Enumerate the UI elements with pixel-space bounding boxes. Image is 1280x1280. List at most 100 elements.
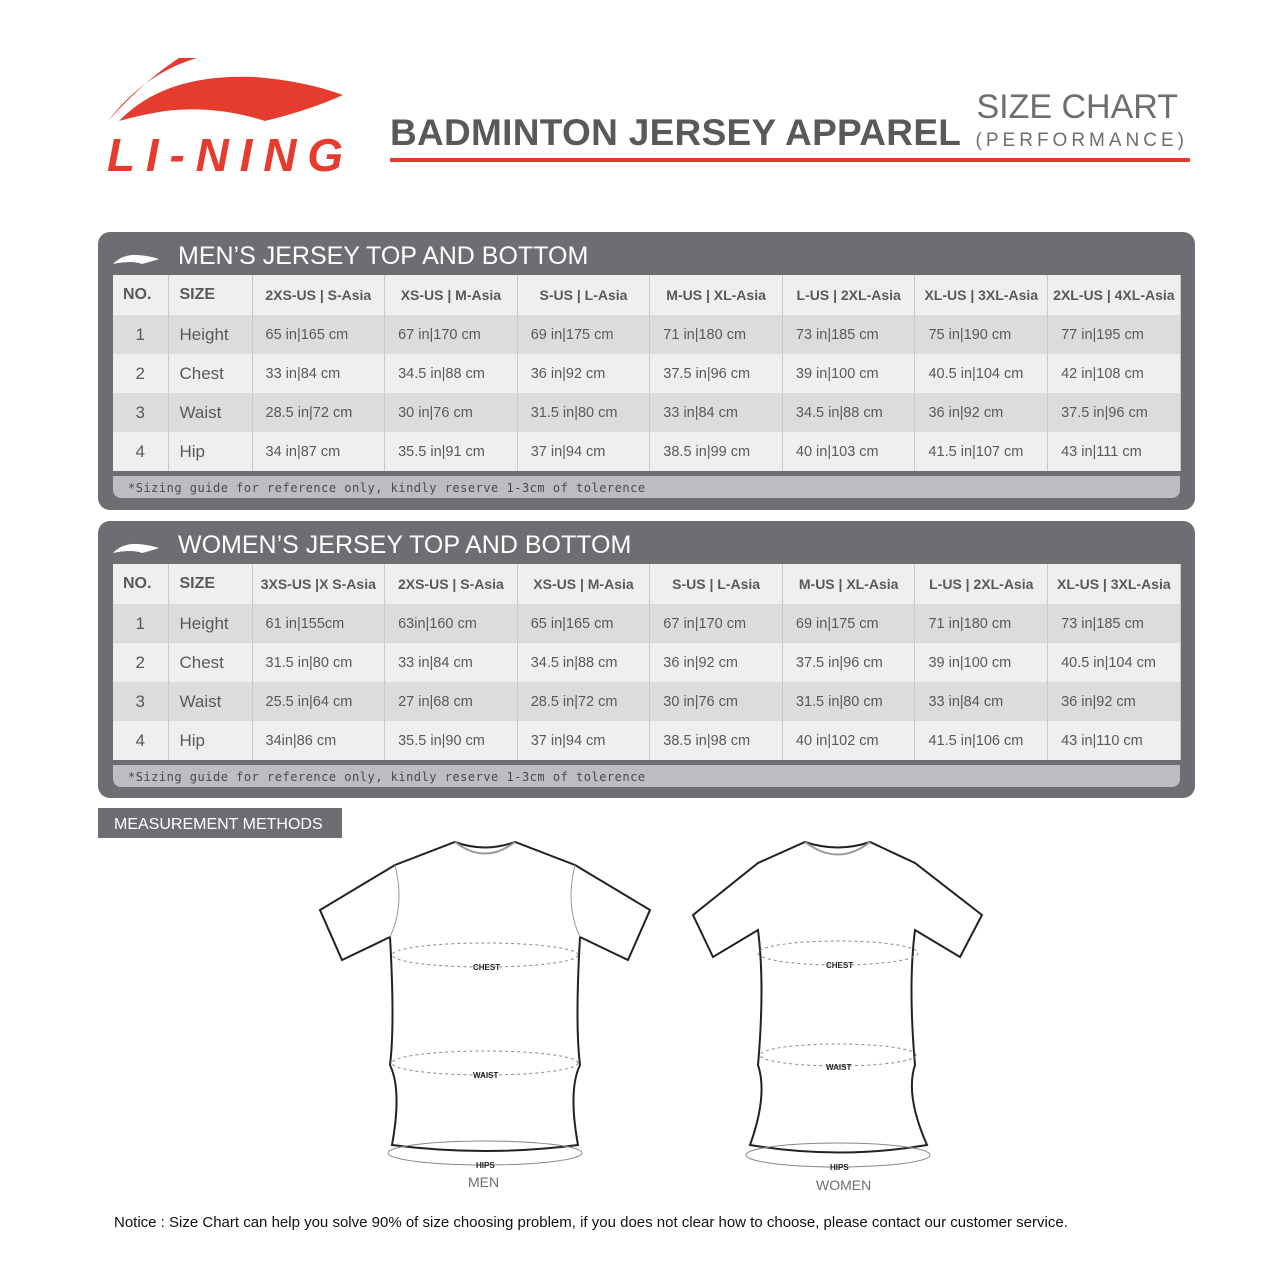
row-number: 2 xyxy=(113,643,169,682)
column-header-size-option: S-US | L-Asia xyxy=(517,275,651,315)
measurement-name: Chest xyxy=(168,643,253,682)
women-size-table: NO. SIZE 3XS-US |X S-Asia 2XS-US | S-Asia XS… xyxy=(113,564,1181,760)
size-value-cell: 40.5 in|104 cm xyxy=(1047,643,1181,682)
size-value-cell: 41.5 in|106 cm xyxy=(914,721,1049,760)
size-value-cell: 40 in|103 cm xyxy=(782,432,916,471)
size-value-cell: 73 in|185 cm xyxy=(1047,604,1181,643)
size-value-cell: 28.5 in|72 cm xyxy=(252,393,386,432)
hips-label: HIPS xyxy=(830,1163,849,1172)
table-row: 4 Hip 34 in|87 cm 35.5 in|91 cm 37 in|94 cm 3… xyxy=(113,432,1181,471)
row-number: 3 xyxy=(113,682,169,721)
size-value-cell: 77 in|195 cm xyxy=(1047,315,1181,354)
size-chart-subtitle: (PERFORMANCE) xyxy=(975,130,1188,151)
table-row: 2 Chest 31.5 in|80 cm 33 in|84 cm 34.5 in|88… xyxy=(113,643,1181,682)
column-header-size-option: 2XS-US | S-Asia xyxy=(252,275,386,315)
size-value-cell: 39 in|100 cm xyxy=(782,354,916,393)
size-value-cell: 35.5 in|90 cm xyxy=(384,721,518,760)
size-value-cell: 33 in|84 cm xyxy=(649,393,783,432)
row-number: 3 xyxy=(113,393,169,432)
title-underline xyxy=(390,158,1190,162)
column-header-size-option: L-US | 2XL-Asia xyxy=(782,275,916,315)
men-shirt-diagram: CHEST WAIST HIPS MEN xyxy=(318,840,652,1190)
size-value-cell: 25.5 in|64 cm xyxy=(252,682,386,721)
size-value-cell: 41.5 in|107 cm xyxy=(914,432,1049,471)
size-value-cell: 34.5 in|88 cm xyxy=(384,354,518,393)
size-value-cell: 71 in|180 cm xyxy=(914,604,1049,643)
measurement-methods-label: MEASUREMENT METHODS xyxy=(98,808,342,838)
size-value-cell: 39 in|100 cm xyxy=(914,643,1049,682)
column-header-size-option: XL-US | 3XL-Asia xyxy=(1047,564,1181,604)
size-value-cell: 38.5 in|99 cm xyxy=(649,432,783,471)
size-value-cell: 40 in|102 cm xyxy=(782,721,916,760)
size-value-cell: 33 in|84 cm xyxy=(384,643,518,682)
size-chart-heading: SIZE CHART xyxy=(976,88,1178,126)
women-caption: WOMEN xyxy=(816,1177,871,1193)
column-header-no: NO. xyxy=(113,275,169,315)
table-header-row: NO. SIZE 2XS-US | S-Asia XS-US | M-Asia S-US… xyxy=(113,275,1181,315)
size-value-cell: 36 in|92 cm xyxy=(517,354,651,393)
size-value-cell: 31.5 in|80 cm xyxy=(782,682,916,721)
size-value-cell: 28.5 in|72 cm xyxy=(517,682,651,721)
women-shirt-diagram: CHEST WAIST HIPS WOMEN xyxy=(691,840,984,1193)
men-size-panel: MEN’S JERSEY TOP AND BOTTOM NO. SIZE 2XS-U… xyxy=(98,232,1195,510)
women-footnote: *Sizing guide for reference only, kindly… xyxy=(113,765,1180,787)
table-row: 4 Hip 34in|86 cm 35.5 in|90 cm 37 in|94 cm 38… xyxy=(113,721,1181,760)
table-row: 1 Height 65 in|165 cm 67 in|170 cm 69 in|175… xyxy=(113,315,1181,354)
size-value-cell: 33 in|84 cm xyxy=(914,682,1049,721)
measurement-name: Chest xyxy=(168,354,253,393)
measurement-name: Height xyxy=(168,315,253,354)
size-value-cell: 34.5 in|88 cm xyxy=(782,393,916,432)
men-footnote: *Sizing guide for reference only, kindly… xyxy=(113,476,1180,498)
column-header-size-option: 3XS-US |X S-Asia xyxy=(252,564,386,604)
size-value-cell: 65 in|165 cm xyxy=(517,604,651,643)
table-row: 2 Chest 33 in|84 cm 34.5 in|88 cm 36 in|92 c… xyxy=(113,354,1181,393)
table-row: 3 Waist 25.5 in|64 cm 27 in|68 cm 28.5 in|72… xyxy=(113,682,1181,721)
size-value-cell: 67 in|170 cm xyxy=(649,604,783,643)
size-value-cell: 31.5 in|80 cm xyxy=(517,393,651,432)
table-row: 3 Waist 28.5 in|72 cm 30 in|76 cm 31.5 in|80… xyxy=(113,393,1181,432)
size-value-cell: 34in|86 cm xyxy=(252,721,386,760)
li-ning-swoosh-icon xyxy=(113,543,159,553)
waist-label: WAIST xyxy=(473,1071,498,1080)
size-value-cell: 30 in|76 cm xyxy=(649,682,783,721)
size-value-cell: 61 in|155cm xyxy=(252,604,386,643)
column-header-size: SIZE xyxy=(168,564,253,604)
size-value-cell: 75 in|190 cm xyxy=(914,315,1049,354)
size-value-cell: 37.5 in|96 cm xyxy=(782,643,916,682)
size-value-cell: 69 in|175 cm xyxy=(782,604,916,643)
table-row: 1 Height 61 in|155cm 63in|160 cm 65 in|165 c… xyxy=(113,604,1181,643)
svg-text:LI-NING: LI-NING xyxy=(107,129,345,180)
size-value-cell: 36 in|92 cm xyxy=(914,393,1049,432)
column-header-size-option: M-US | XL-Asia xyxy=(649,275,783,315)
size-value-cell: 63in|160 cm xyxy=(384,604,518,643)
column-header-no: NO. xyxy=(113,564,169,604)
page-title: BADMINTON JERSEY APPAREL xyxy=(390,112,962,153)
column-header-size-option: XS-US | M-Asia xyxy=(517,564,651,604)
size-value-cell: 31.5 in|80 cm xyxy=(252,643,386,682)
measurement-name: Hip xyxy=(168,721,253,760)
size-value-cell: 33 in|84 cm xyxy=(252,354,386,393)
waist-label: WAIST xyxy=(826,1063,851,1072)
row-number: 1 xyxy=(113,604,169,643)
size-value-cell: 30 in|76 cm xyxy=(384,393,518,432)
size-value-cell: 71 in|180 cm xyxy=(649,315,783,354)
row-number: 2 xyxy=(113,354,169,393)
size-value-cell: 36 in|92 cm xyxy=(1047,682,1181,721)
li-ning-swoosh-icon xyxy=(113,254,159,264)
column-header-size: SIZE xyxy=(168,275,253,315)
size-value-cell: 73 in|185 cm xyxy=(782,315,916,354)
men-size-table: NO. SIZE 2XS-US | S-Asia XS-US | M-Asia S-US… xyxy=(113,275,1181,471)
women-section-title: WOMEN’S JERSEY TOP AND BOTTOM xyxy=(178,531,632,559)
size-value-cell: 37 in|94 cm xyxy=(517,432,651,471)
row-number: 4 xyxy=(113,721,169,760)
measurement-name: Waist xyxy=(168,393,253,432)
measurement-name: Waist xyxy=(168,682,253,721)
size-value-cell: 34 in|87 cm xyxy=(252,432,386,471)
row-number: 4 xyxy=(113,432,169,471)
size-value-cell: 67 in|170 cm xyxy=(384,315,518,354)
size-value-cell: 27 in|68 cm xyxy=(384,682,518,721)
column-header-size-option: 2XS-US | S-Asia xyxy=(384,564,518,604)
size-value-cell: 35.5 in|91 cm xyxy=(384,432,518,471)
size-value-cell: 36 in|92 cm xyxy=(649,643,783,682)
size-value-cell: 37.5 in|96 cm xyxy=(649,354,783,393)
